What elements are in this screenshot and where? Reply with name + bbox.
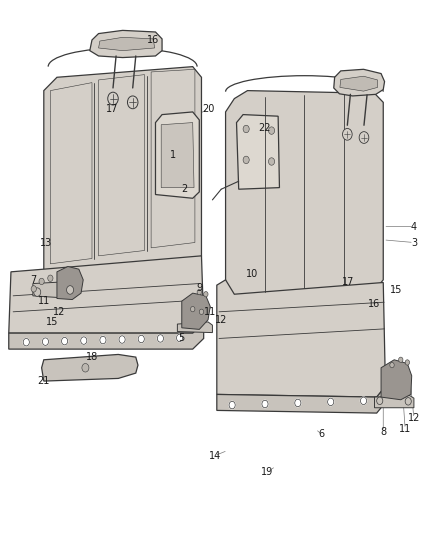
Polygon shape: [161, 123, 194, 188]
Text: 17: 17: [342, 278, 354, 287]
Polygon shape: [9, 322, 204, 349]
Polygon shape: [381, 360, 412, 400]
Polygon shape: [33, 281, 77, 298]
Polygon shape: [99, 75, 145, 256]
Circle shape: [119, 336, 125, 343]
Circle shape: [48, 275, 53, 281]
Text: 17: 17: [106, 104, 118, 114]
Text: 5: 5: [179, 334, 185, 343]
Circle shape: [328, 398, 334, 406]
Polygon shape: [217, 280, 385, 397]
Circle shape: [34, 288, 41, 296]
Text: 13: 13: [40, 238, 52, 247]
Circle shape: [61, 337, 67, 345]
Circle shape: [268, 127, 275, 134]
Circle shape: [243, 156, 249, 164]
Polygon shape: [182, 293, 210, 329]
Text: 21: 21: [38, 376, 50, 386]
Circle shape: [229, 401, 235, 409]
Circle shape: [262, 400, 268, 408]
Circle shape: [138, 335, 144, 343]
Circle shape: [295, 399, 301, 407]
Text: 18: 18: [86, 352, 98, 362]
Polygon shape: [340, 76, 378, 91]
Circle shape: [108, 92, 118, 105]
Circle shape: [399, 357, 403, 362]
Text: 3: 3: [411, 238, 417, 247]
Polygon shape: [334, 69, 385, 96]
Text: 11: 11: [204, 307, 216, 317]
Circle shape: [199, 309, 204, 314]
Polygon shape: [374, 395, 414, 408]
Circle shape: [81, 337, 87, 344]
Text: 10: 10: [246, 270, 258, 279]
Polygon shape: [42, 354, 138, 381]
Polygon shape: [9, 256, 204, 333]
Circle shape: [157, 335, 163, 342]
Circle shape: [360, 397, 367, 405]
Text: 20: 20: [202, 104, 214, 114]
Text: 11: 11: [38, 296, 50, 306]
Text: 4: 4: [411, 222, 417, 231]
Polygon shape: [155, 112, 199, 198]
Circle shape: [31, 286, 36, 292]
Text: 16: 16: [368, 299, 381, 309]
Polygon shape: [57, 266, 83, 300]
Circle shape: [23, 338, 29, 346]
Circle shape: [405, 360, 410, 365]
Text: 9: 9: [196, 283, 202, 293]
Circle shape: [359, 132, 369, 143]
Text: 22: 22: [259, 123, 271, 133]
Polygon shape: [177, 322, 212, 333]
Polygon shape: [226, 91, 383, 296]
Polygon shape: [237, 115, 279, 189]
Polygon shape: [50, 83, 92, 264]
Circle shape: [390, 362, 394, 368]
Polygon shape: [90, 30, 162, 58]
Circle shape: [204, 292, 208, 297]
Circle shape: [39, 278, 44, 285]
Circle shape: [67, 286, 74, 294]
Text: 16: 16: [147, 35, 159, 45]
Text: 6: 6: [319, 430, 325, 439]
Circle shape: [377, 397, 383, 405]
Circle shape: [197, 289, 201, 295]
Text: 8: 8: [380, 427, 386, 437]
Circle shape: [191, 306, 195, 312]
Text: 12: 12: [53, 307, 65, 317]
Circle shape: [343, 128, 352, 140]
Circle shape: [42, 338, 49, 345]
Circle shape: [100, 336, 106, 344]
Text: 2: 2: [181, 184, 187, 194]
Circle shape: [243, 125, 249, 133]
Text: 12: 12: [215, 315, 227, 325]
Polygon shape: [44, 67, 201, 272]
Text: 1: 1: [170, 150, 176, 159]
Text: 11: 11: [399, 424, 411, 434]
Circle shape: [268, 158, 275, 165]
Text: 15: 15: [390, 286, 403, 295]
Circle shape: [177, 334, 183, 342]
Text: 7: 7: [30, 275, 36, 285]
Polygon shape: [217, 386, 385, 413]
Circle shape: [82, 364, 89, 372]
Text: 19: 19: [261, 467, 273, 477]
Text: 15: 15: [46, 318, 59, 327]
Text: 14: 14: [208, 451, 221, 461]
Polygon shape: [151, 69, 195, 248]
Polygon shape: [99, 37, 155, 51]
Circle shape: [405, 398, 411, 405]
Text: 12: 12: [408, 414, 420, 423]
Circle shape: [127, 96, 138, 109]
